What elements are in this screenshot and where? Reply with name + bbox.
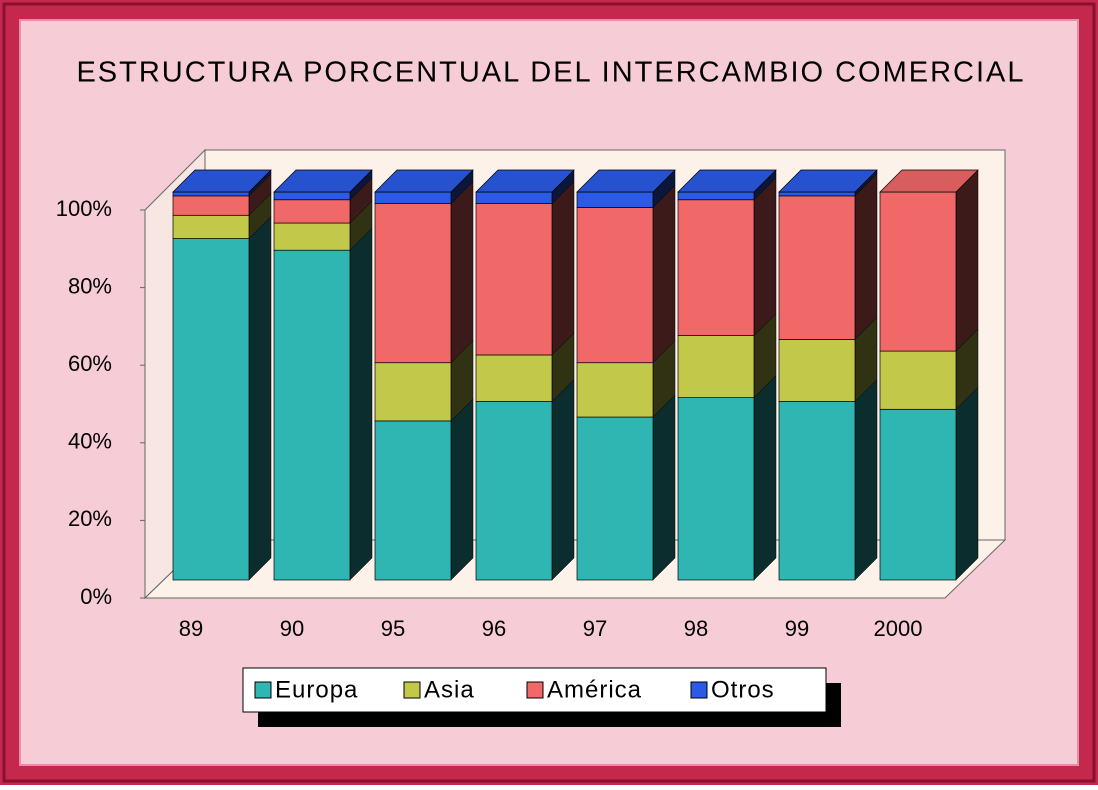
legend-swatch bbox=[690, 681, 708, 699]
bar-side bbox=[753, 177, 777, 337]
bar bbox=[374, 362, 452, 422]
bar-top bbox=[778, 169, 878, 193]
bar-top bbox=[879, 169, 979, 193]
bar bbox=[677, 199, 755, 336]
bar bbox=[475, 354, 553, 402]
legend-swatch bbox=[403, 681, 421, 699]
bar bbox=[778, 191, 856, 197]
bar-side bbox=[248, 215, 272, 581]
bar-top bbox=[172, 169, 272, 193]
bar-side bbox=[955, 386, 979, 581]
bar bbox=[374, 203, 452, 364]
y-tick-label: 0% bbox=[80, 584, 112, 609]
legend: Europa Asia América Otros bbox=[242, 667, 841, 727]
bar-side bbox=[652, 394, 676, 581]
bar bbox=[576, 416, 654, 581]
y-tick-label: 100% bbox=[56, 196, 112, 221]
y-tick-label: 40% bbox=[68, 429, 112, 454]
bar bbox=[172, 238, 250, 581]
x-tick-label: 97 bbox=[583, 616, 607, 641]
bar-side bbox=[551, 378, 575, 581]
bar bbox=[273, 249, 351, 581]
bar bbox=[677, 191, 755, 201]
bar bbox=[879, 350, 957, 410]
bar bbox=[879, 408, 957, 581]
x-tick-label: 89 bbox=[179, 616, 203, 641]
bar bbox=[475, 203, 553, 356]
bar bbox=[172, 191, 250, 197]
bar-side bbox=[450, 398, 474, 581]
bar bbox=[778, 195, 856, 340]
bar bbox=[778, 401, 856, 581]
bar-top bbox=[475, 169, 575, 193]
bar bbox=[677, 397, 755, 581]
bar bbox=[273, 191, 351, 201]
bar bbox=[475, 191, 553, 204]
chart-title: ESTRUCTURA PORCENTUAL DEL INTERCAMBIO CO… bbox=[76, 57, 1025, 89]
legend-label: Europa bbox=[275, 676, 358, 703]
bar bbox=[273, 222, 351, 251]
bar-side bbox=[854, 378, 878, 581]
bar bbox=[273, 199, 351, 224]
bar-side bbox=[753, 375, 777, 581]
x-tick-label: 99 bbox=[785, 616, 809, 641]
bar-side bbox=[652, 184, 676, 364]
bar-side bbox=[854, 173, 878, 341]
bar bbox=[475, 401, 553, 581]
bar bbox=[879, 191, 957, 352]
bar bbox=[374, 191, 452, 204]
bar-top bbox=[677, 169, 777, 193]
bar-top bbox=[576, 169, 676, 193]
bar bbox=[677, 335, 755, 398]
bar bbox=[576, 191, 654, 208]
legend-label: América bbox=[547, 676, 642, 703]
x-tick-label: 95 bbox=[381, 616, 405, 641]
bar-side bbox=[955, 169, 979, 352]
y-tick-label: 20% bbox=[68, 506, 112, 531]
bar bbox=[576, 207, 654, 364]
y-tick-label: 80% bbox=[68, 273, 112, 298]
bar-top bbox=[273, 169, 373, 193]
y-tick-label: 60% bbox=[68, 351, 112, 376]
legend-swatch bbox=[254, 681, 272, 699]
legend-label: Otros bbox=[711, 676, 775, 703]
bar-side bbox=[450, 181, 474, 364]
bar bbox=[172, 214, 250, 239]
bar bbox=[576, 362, 654, 418]
legend-swatch bbox=[526, 681, 544, 699]
bar bbox=[374, 420, 452, 581]
x-tick-label: 2000 bbox=[874, 616, 923, 641]
legend-label: Asia bbox=[424, 676, 475, 703]
bar bbox=[172, 195, 250, 216]
x-tick-label: 96 bbox=[482, 616, 506, 641]
bar-top bbox=[374, 169, 474, 193]
bar-side bbox=[551, 181, 575, 356]
x-tick-label: 90 bbox=[280, 616, 304, 641]
bar bbox=[778, 339, 856, 402]
bar-side bbox=[349, 227, 373, 581]
x-tick-label: 98 bbox=[684, 616, 708, 641]
